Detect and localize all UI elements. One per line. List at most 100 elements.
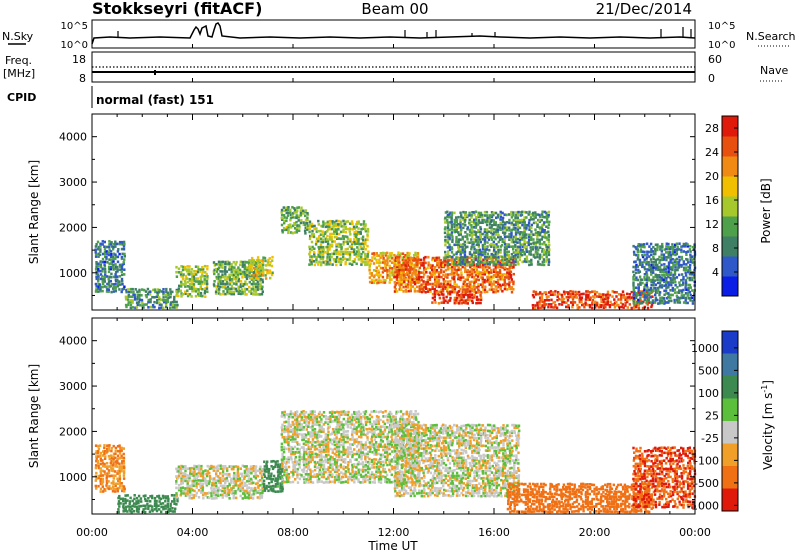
power-cell bbox=[462, 299, 465, 302]
power-cell bbox=[462, 243, 465, 246]
power-cell bbox=[440, 263, 443, 267]
power-cell bbox=[646, 268, 649, 271]
velocity-cell bbox=[295, 430, 299, 434]
power-cell bbox=[326, 240, 330, 243]
power-cell bbox=[224, 275, 227, 278]
power-cell bbox=[571, 290, 574, 294]
velocity-cell bbox=[155, 504, 158, 508]
power-cell bbox=[541, 235, 544, 239]
power-cell bbox=[407, 278, 411, 282]
power-cell bbox=[588, 291, 592, 294]
velocity-cell bbox=[159, 502, 162, 506]
nsearch-label: N.Search bbox=[746, 30, 796, 43]
power-cell bbox=[471, 262, 474, 266]
power-cell bbox=[131, 306, 135, 309]
velocity-cell bbox=[175, 470, 179, 473]
power-cell bbox=[444, 283, 448, 287]
power-cell bbox=[677, 261, 681, 264]
power-cell bbox=[382, 269, 385, 272]
power-cell bbox=[543, 229, 546, 232]
velocity-cell bbox=[94, 479, 97, 482]
power-cell bbox=[468, 270, 471, 274]
velocity-cell bbox=[141, 510, 145, 513]
velocity-cell bbox=[201, 482, 205, 486]
power-cell bbox=[662, 297, 666, 300]
power-cell bbox=[632, 281, 635, 284]
velocity-cell bbox=[122, 505, 125, 509]
power-cell bbox=[472, 220, 476, 224]
velocity-cell bbox=[236, 479, 239, 483]
power-cell bbox=[554, 290, 557, 293]
power-cell bbox=[495, 216, 498, 220]
power-cell bbox=[538, 227, 542, 231]
velocity-cell bbox=[175, 475, 178, 478]
power-cell bbox=[377, 271, 381, 274]
power-cell bbox=[414, 273, 417, 276]
velocity-cell bbox=[166, 502, 169, 506]
velocity-cell bbox=[294, 460, 297, 464]
power-cell bbox=[241, 282, 244, 286]
power-cell bbox=[453, 287, 457, 291]
power-cell bbox=[510, 216, 514, 219]
velocity-cell bbox=[280, 426, 283, 429]
power-cell bbox=[285, 206, 288, 210]
velocity-cell bbox=[309, 435, 312, 438]
power-cell bbox=[637, 306, 641, 310]
power-cell bbox=[644, 278, 647, 281]
power-cell bbox=[623, 296, 627, 299]
power-cell bbox=[438, 293, 441, 297]
power-cell bbox=[285, 219, 288, 223]
power-cell bbox=[570, 301, 573, 304]
power-cell bbox=[162, 293, 165, 296]
power-cell bbox=[682, 242, 685, 246]
power-cell bbox=[591, 298, 595, 302]
power-cell bbox=[588, 303, 592, 307]
power-cell bbox=[353, 238, 356, 241]
power-cell bbox=[678, 291, 681, 294]
power-cell bbox=[221, 263, 224, 266]
power-cell bbox=[197, 292, 200, 296]
power-cell bbox=[639, 278, 642, 281]
velocity-cell bbox=[262, 482, 266, 486]
nave-label: Nave bbox=[760, 64, 788, 77]
power-cell bbox=[639, 243, 642, 246]
power-cell bbox=[342, 219, 345, 223]
velocity-cell bbox=[296, 423, 299, 426]
velocity-cell bbox=[186, 477, 190, 480]
power-cell bbox=[386, 263, 389, 267]
power-cell bbox=[622, 293, 626, 297]
velocity-cell bbox=[97, 476, 100, 480]
power-cell bbox=[237, 285, 240, 289]
power-cell bbox=[468, 275, 471, 278]
power-cell bbox=[434, 259, 437, 262]
velocity-cell bbox=[294, 455, 298, 459]
power-cell bbox=[483, 270, 487, 274]
velocity-cell bbox=[219, 464, 222, 468]
power-cell bbox=[468, 298, 471, 302]
power-cell bbox=[613, 298, 616, 301]
power-cell bbox=[107, 290, 110, 293]
power-cell bbox=[585, 293, 588, 296]
power-cell bbox=[693, 276, 696, 279]
power-cell bbox=[604, 301, 607, 304]
power-cell bbox=[486, 228, 489, 231]
power-cell bbox=[257, 275, 260, 279]
velocity-cell bbox=[252, 475, 256, 478]
power-cell bbox=[599, 305, 603, 309]
power-cell bbox=[450, 231, 454, 234]
velocity-cell bbox=[283, 415, 286, 419]
power-cell bbox=[521, 218, 524, 222]
velocity-cell bbox=[142, 504, 145, 508]
power-cell bbox=[241, 263, 245, 266]
power-cell bbox=[479, 211, 483, 215]
power-cell bbox=[505, 247, 508, 251]
power-cell bbox=[384, 279, 387, 282]
power-cell bbox=[203, 264, 207, 268]
power-cell bbox=[526, 241, 529, 244]
power-cell bbox=[477, 235, 480, 239]
power-cell bbox=[634, 265, 638, 269]
power-cell bbox=[608, 293, 612, 297]
power-cell bbox=[477, 278, 480, 282]
power-cell bbox=[97, 290, 100, 293]
power-cell bbox=[545, 216, 548, 219]
